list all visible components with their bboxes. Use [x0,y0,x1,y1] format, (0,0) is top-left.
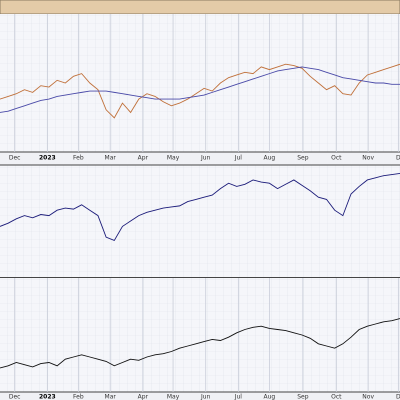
x-tick-label: Apr [138,155,149,162]
x-tick-label: 2023 [39,155,56,162]
x-tick-label: Jul [234,394,243,400]
axis-band [0,392,400,400]
x-tick-label: Jun [200,155,211,162]
x-tick-label: Nov [362,155,374,162]
x-tick-label: Jun [200,394,211,400]
x-tick-label: Sep [297,394,309,400]
x-tick-label: Mar [105,155,117,162]
series-line [0,66,400,113]
x-tick-label: Apr [138,394,149,400]
x-tick-label: D [396,394,400,400]
series-line [0,63,400,119]
axis-band [0,152,400,165]
panel-background [0,278,400,392]
x-tick-label: Oct [331,394,342,400]
series-line [0,173,400,242]
x-tick-label: Feb [73,394,84,400]
x-tick-label: Dec [9,155,21,162]
x-tick-label: Nov [362,394,374,400]
title-bar [0,0,400,15]
x-tick-label: Mar [105,394,117,400]
x-tick-label: Feb [73,155,84,162]
panel-background [0,165,400,277]
x-tick-label: Aug [264,155,276,162]
x-tick-label: Jul [234,155,243,162]
x-tick-label: May [167,394,180,400]
x-tick-label: Aug [264,394,276,400]
x-tick-label: Sep [297,155,309,162]
x-tick-label: 2023 [39,394,56,400]
panel-background [0,14,400,152]
x-tick-label: Dec [9,394,21,400]
x-tick-label: May [167,155,180,162]
x-tick-label: D [396,155,400,162]
series-line [0,318,400,369]
x-tick-label: Oct [331,155,342,162]
